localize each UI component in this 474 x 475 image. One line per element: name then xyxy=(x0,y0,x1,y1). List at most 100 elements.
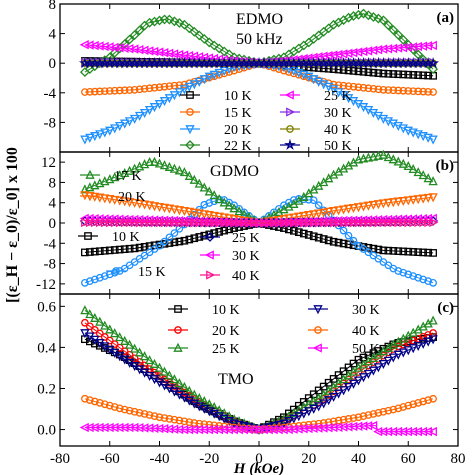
legend-label: 30 K xyxy=(352,303,380,318)
data-point xyxy=(159,97,170,107)
y-tick-label: 0.6 xyxy=(37,299,56,315)
series-50k xyxy=(79,420,437,437)
data-point xyxy=(304,407,314,417)
data-point xyxy=(115,332,125,342)
data-point xyxy=(263,424,273,435)
panel-subtitle: 50 kHz xyxy=(236,31,283,48)
data-point xyxy=(204,72,214,82)
data-point xyxy=(389,217,399,228)
data-point xyxy=(159,203,170,213)
data-point xyxy=(363,152,374,162)
data-point xyxy=(233,424,243,435)
data-point xyxy=(344,415,353,423)
data-point xyxy=(294,218,305,228)
data-point xyxy=(343,422,353,432)
data-point xyxy=(408,195,418,205)
data-point xyxy=(213,217,224,227)
y-tick-label: -4 xyxy=(44,86,57,102)
data-point xyxy=(428,335,438,345)
data-point xyxy=(280,218,290,228)
data-point xyxy=(265,218,275,228)
data-point xyxy=(145,218,155,228)
y-tick-label: -8 xyxy=(44,115,57,131)
x-tick-label: -60 xyxy=(100,451,120,467)
legend-marker xyxy=(312,343,322,353)
data-point xyxy=(248,424,258,435)
data-point xyxy=(409,400,418,409)
data-point xyxy=(228,424,238,435)
data-point xyxy=(224,200,234,210)
data-point xyxy=(304,218,315,228)
data-point xyxy=(393,426,403,437)
data-point xyxy=(110,328,120,338)
data-point xyxy=(394,342,403,351)
data-point xyxy=(427,56,440,69)
legend-entry: 30 K xyxy=(308,303,380,318)
legend-label: 40 K xyxy=(324,123,352,138)
data-point xyxy=(319,235,328,243)
data-point xyxy=(303,423,313,434)
series-40k xyxy=(81,217,439,228)
data-point xyxy=(409,217,419,228)
data-point xyxy=(384,246,393,255)
data-point xyxy=(130,85,139,94)
legend-label: 10 K xyxy=(112,230,140,245)
data-point xyxy=(389,70,398,78)
data-point xyxy=(383,198,393,208)
data-point xyxy=(90,312,100,322)
data-point xyxy=(209,211,219,221)
data-point xyxy=(149,423,159,433)
data-point xyxy=(134,25,145,36)
data-point xyxy=(293,217,303,227)
data-point xyxy=(179,85,190,95)
data-point xyxy=(299,218,310,228)
data-point xyxy=(398,426,408,437)
legend-label: 20 K xyxy=(212,324,240,339)
series-50k xyxy=(78,56,440,69)
data-point xyxy=(205,230,214,239)
data-point xyxy=(110,403,119,411)
data-point xyxy=(169,424,179,434)
data-point xyxy=(427,426,437,437)
data-point xyxy=(175,416,184,425)
data-point xyxy=(134,347,145,357)
data-point xyxy=(120,245,129,254)
data-point xyxy=(344,218,354,228)
legend-entry: 40 K xyxy=(200,269,260,284)
data-point xyxy=(363,421,373,431)
data-point xyxy=(150,83,159,92)
data-point xyxy=(230,218,240,228)
legend-marker xyxy=(284,138,296,151)
data-point xyxy=(129,114,140,124)
data-point xyxy=(124,117,135,127)
data-point xyxy=(388,25,399,35)
data-point xyxy=(139,200,150,210)
data-point xyxy=(95,87,104,96)
legend-entry: 50 K xyxy=(308,342,380,357)
data-point xyxy=(334,416,343,425)
data-point xyxy=(214,43,225,54)
data-point xyxy=(364,243,373,252)
data-point xyxy=(412,426,423,437)
data-point xyxy=(130,244,139,253)
data-point xyxy=(189,174,199,184)
data-point xyxy=(314,402,324,412)
legend-entry: 40 K xyxy=(280,123,352,138)
data-point xyxy=(214,68,224,78)
data-point xyxy=(419,87,428,96)
data-point xyxy=(408,344,418,354)
y-tick-label: -4 xyxy=(44,236,57,252)
data-point xyxy=(369,84,378,93)
data-point xyxy=(378,15,389,26)
data-point xyxy=(429,278,437,287)
data-point xyxy=(294,228,303,237)
data-point xyxy=(94,422,104,433)
y-tick-label: 0.0 xyxy=(37,423,56,439)
data-point xyxy=(314,201,323,210)
data-point xyxy=(195,218,205,228)
data-point xyxy=(194,178,204,188)
data-point xyxy=(419,71,428,80)
data-point xyxy=(379,85,388,94)
data-point xyxy=(81,88,89,96)
data-point xyxy=(384,406,393,415)
